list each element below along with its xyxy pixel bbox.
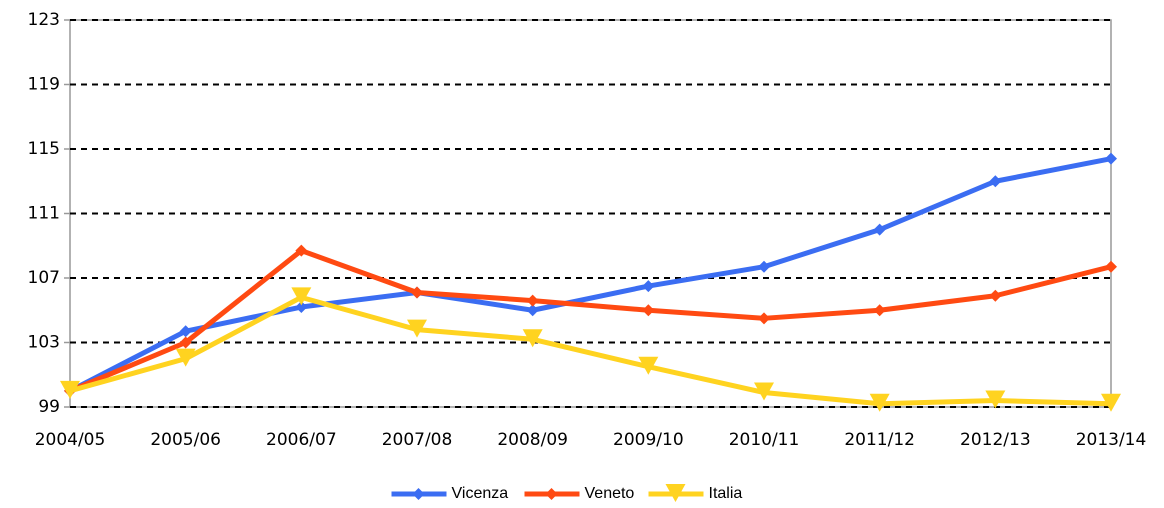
point (179, 325, 192, 338)
point (869, 393, 890, 412)
y-tick-label: 119 (28, 75, 60, 95)
point (754, 382, 774, 401)
point (989, 175, 1002, 188)
series-line (68, 156, 1112, 394)
point (758, 312, 770, 325)
y-tick-label: 115 (28, 139, 60, 159)
x-tick-label: 2009/10 (613, 430, 684, 450)
point (179, 336, 192, 349)
point (526, 294, 539, 307)
legend-item: Vicenza (391, 485, 509, 502)
x-tick-label: 2005/06 (150, 430, 221, 450)
x-tick-label: 2008/09 (497, 430, 568, 450)
point (175, 348, 196, 367)
point (60, 380, 80, 399)
point (989, 289, 1002, 302)
legend-marker (665, 484, 686, 502)
point (411, 286, 423, 299)
legend-label: Italia (709, 485, 743, 502)
y-tick-label: 123 (28, 10, 60, 30)
point (985, 390, 1006, 409)
legend-item: Italia (648, 484, 743, 502)
legend-marker (545, 488, 558, 500)
y-tick-label: 99 (38, 397, 60, 417)
series-line (69, 294, 1112, 407)
point (873, 223, 886, 236)
x-tick-label: 2011/12 (844, 430, 915, 450)
point (758, 260, 770, 273)
x-tick-label: 2010/11 (729, 430, 800, 450)
point (873, 304, 886, 317)
point (295, 244, 308, 257)
legend-item: Veneto (524, 485, 635, 502)
x-tick-label: 2007/08 (382, 430, 453, 450)
point (291, 287, 312, 306)
legend-marker (412, 488, 425, 500)
y-tick-label: 107 (28, 268, 60, 288)
point (642, 280, 655, 293)
point (407, 319, 427, 338)
point (295, 301, 308, 314)
legend-label: Vicenza (452, 485, 509, 502)
point (642, 304, 655, 317)
point (1101, 393, 1121, 412)
y-tick-label: 111 (28, 204, 60, 224)
point (522, 329, 543, 348)
point (1105, 260, 1117, 273)
point (1105, 152, 1117, 165)
series-line (69, 248, 1112, 394)
x-tick-label: 2004/05 (35, 430, 106, 450)
x-tick-label: 2006/07 (266, 430, 337, 450)
legend-label: Veneto (585, 485, 635, 502)
x-tick-label: 2013/14 (1076, 430, 1147, 450)
point (526, 304, 539, 317)
y-tick-label: 103 (28, 333, 60, 353)
point (638, 356, 659, 375)
x-tick-label: 2012/13 (960, 430, 1031, 450)
